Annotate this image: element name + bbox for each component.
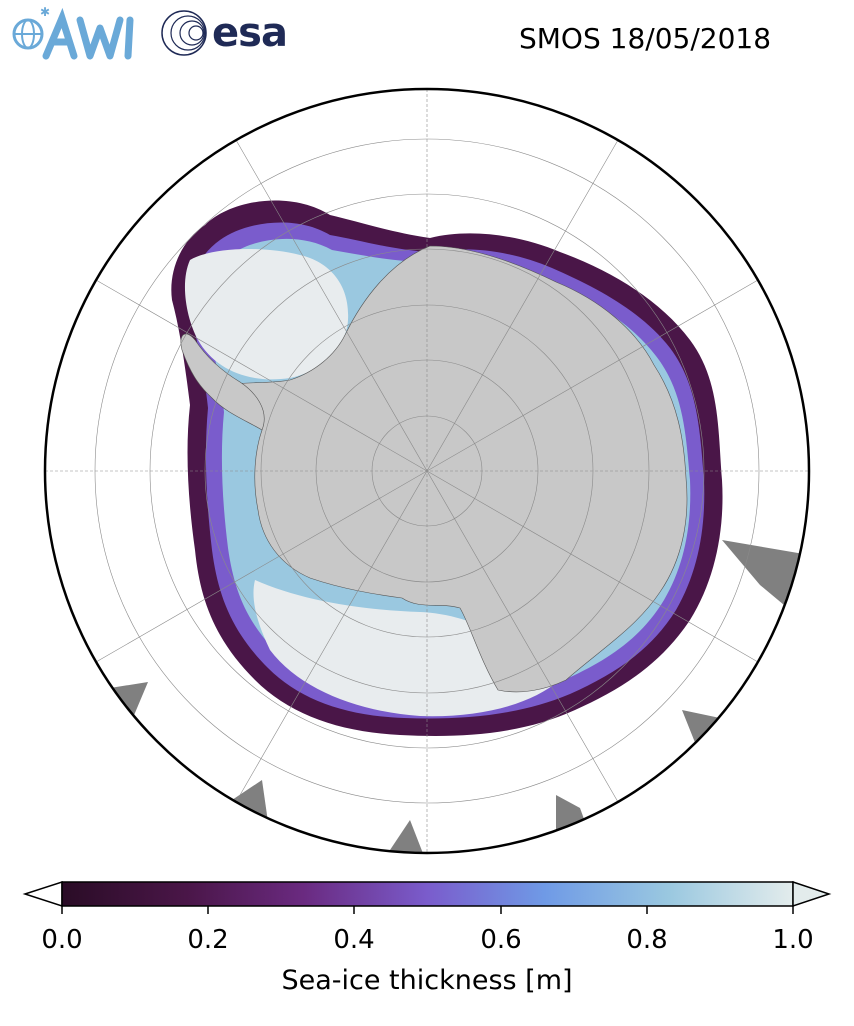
colorbar-extend-max [792,880,832,908]
colorbar-tick-label: 1.0 [772,925,814,955]
svg-text:✱: ✱ [40,6,50,19]
map-boundary [43,87,811,855]
ross-sea-ice [253,580,561,717]
awi-logo: ✱ [12,6,134,60]
colorbar-tick-label: 0.6 [480,925,522,955]
colorbar-extend-min [22,880,63,908]
esa-logo-text: esa [212,10,288,56]
weddell-sea-ice [184,248,349,380]
colorbar-gradient [61,881,794,907]
colorbar-tick-label: 0.8 [626,925,668,955]
gridlines [45,89,809,853]
colorbar-ticks [61,906,794,914]
colorbar-tick-label: 0.2 [187,925,229,955]
polar-map [43,87,811,855]
esa-globe-icon [161,10,207,56]
header: ✱ esa SMOS 18/05/2018 [0,0,854,70]
colorbar-label: Sea-ice thickness [m] [281,965,573,996]
antarctic-peninsula [180,333,265,431]
colorbar-tick-label: 0.0 [41,925,83,955]
map-title: SMOS 18/05/2018 [519,22,772,55]
colorbar-tick-label: 0.4 [333,925,375,955]
